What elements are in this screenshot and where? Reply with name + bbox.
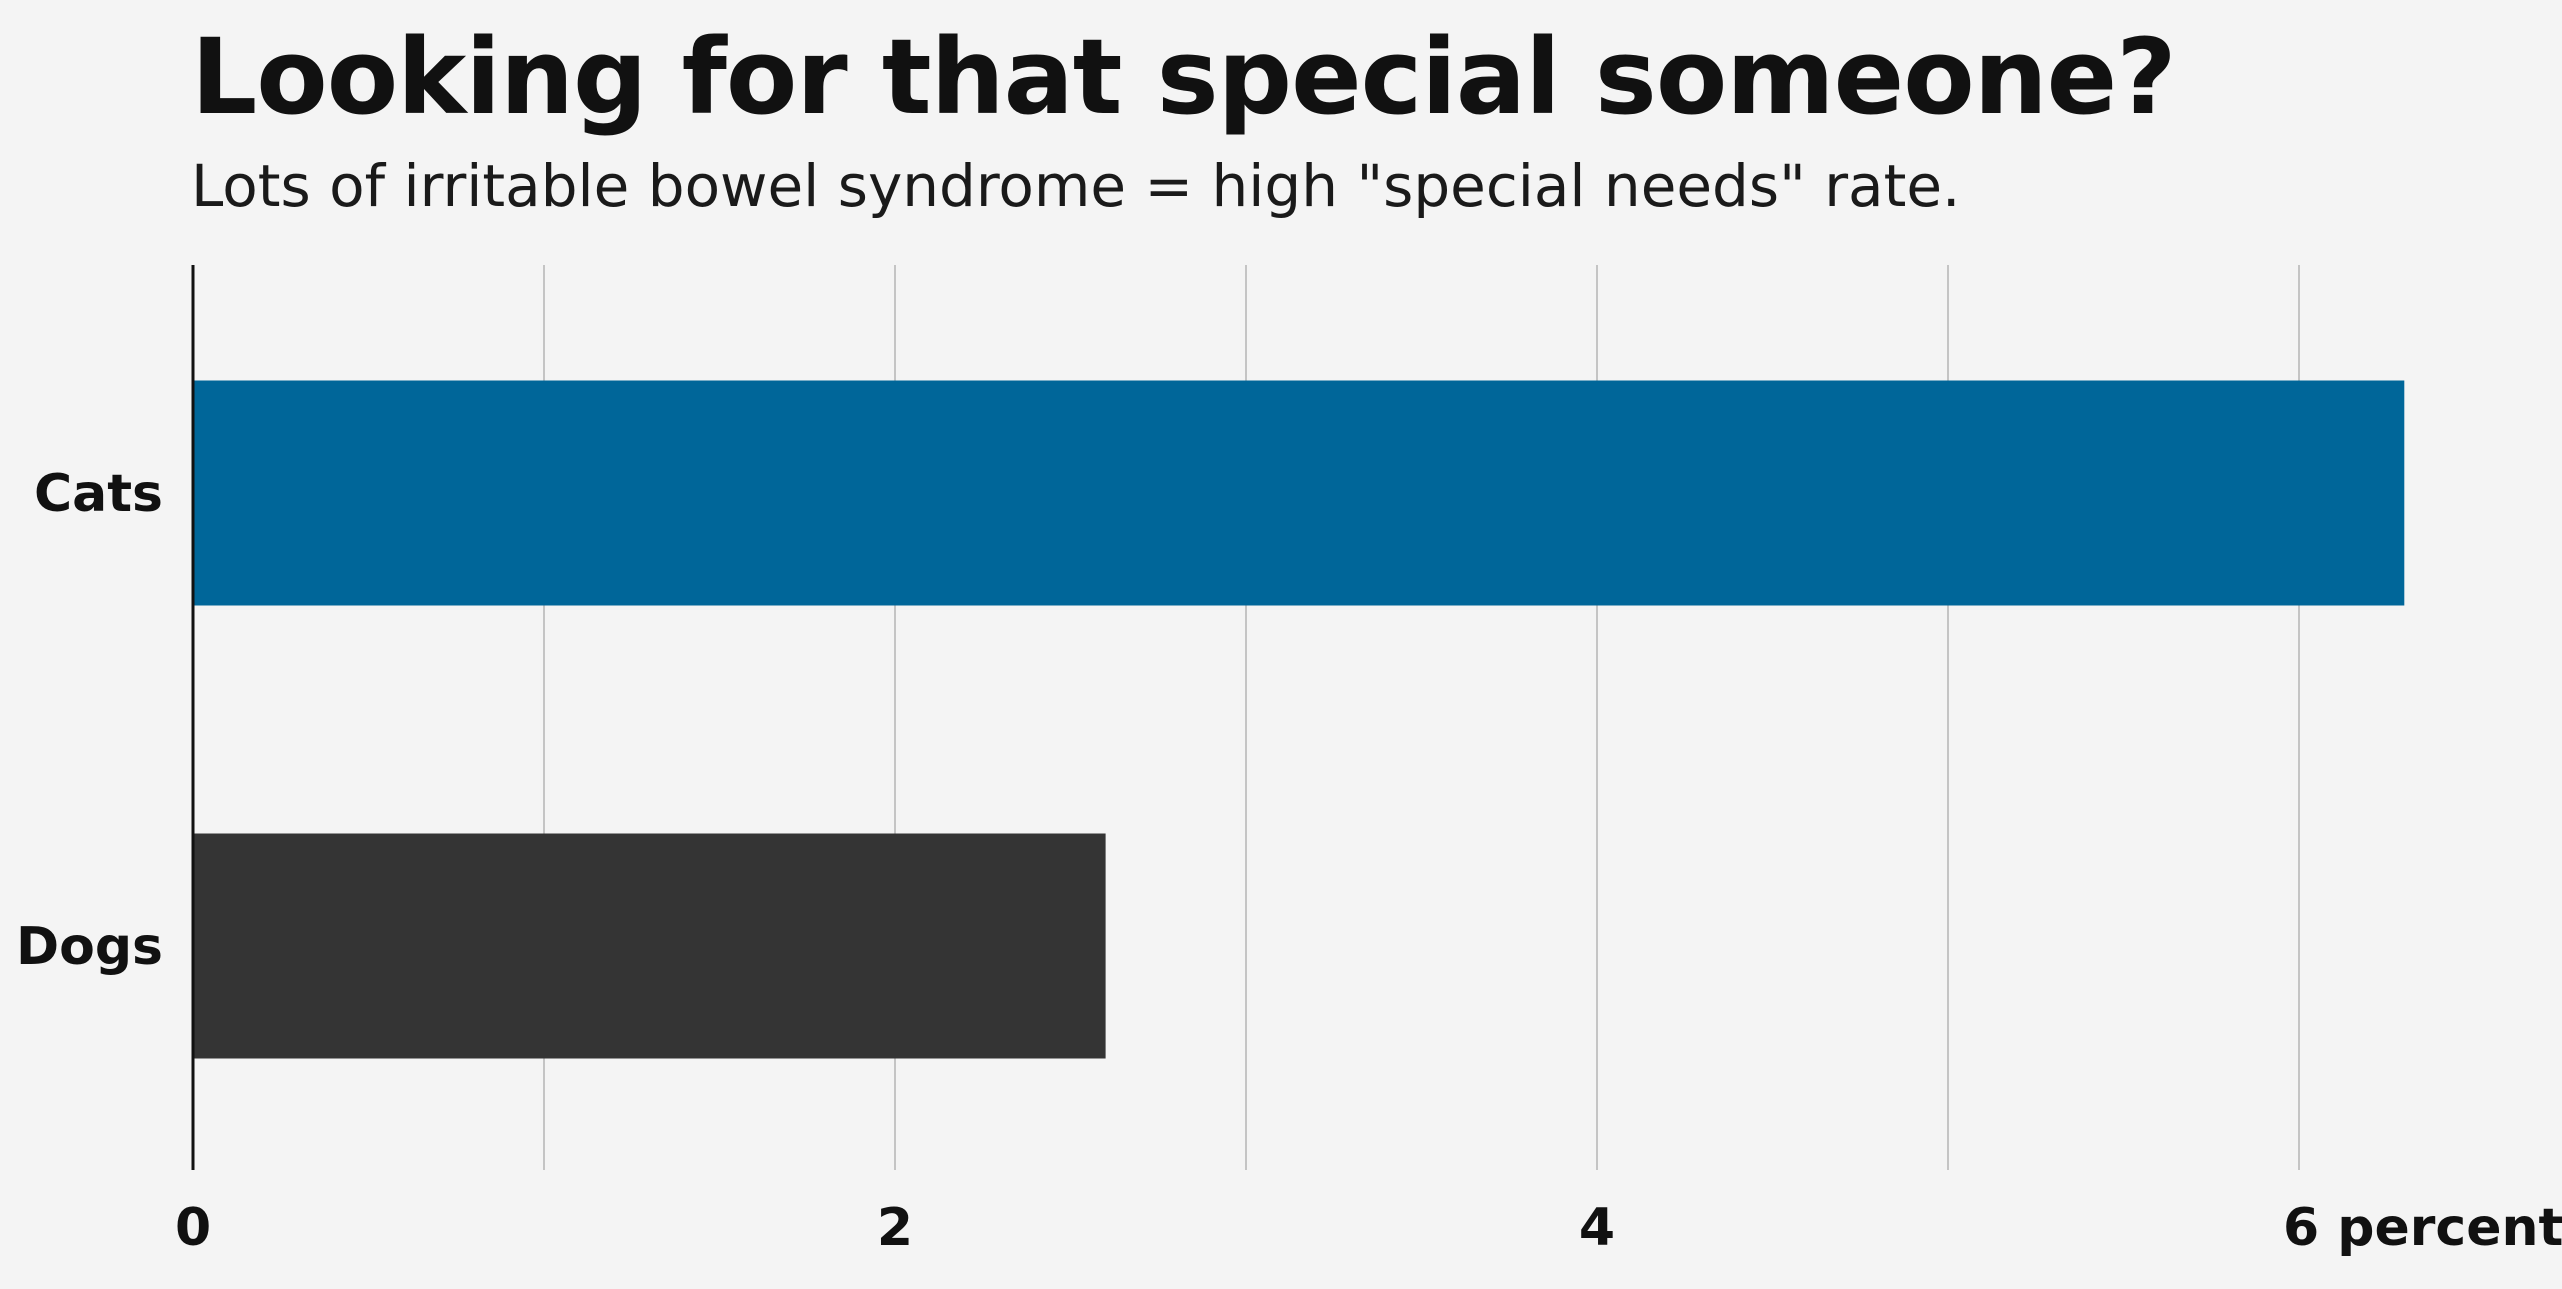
x-tick-labels: 0 2 4 6 percent (175, 1198, 2562, 1258)
chart-title: Looking for that special someone? (191, 16, 2177, 138)
category-label-cats: Cats (34, 464, 163, 524)
bar-cats (193, 380, 2405, 606)
chart-subtitle: Lots of irritable bowel syndrome = high … (191, 152, 1961, 220)
bars (193, 380, 2405, 1059)
x-tick-label: 2 (877, 1198, 913, 1258)
category-labels: Cats Dogs (16, 464, 163, 977)
category-label-dogs: Dogs (16, 917, 163, 977)
x-tick-label: 6 percent (2283, 1198, 2562, 1258)
bar-dogs (193, 833, 1106, 1059)
x-tick-label: 4 (1579, 1198, 1615, 1258)
x-tick-label: 0 (175, 1198, 211, 1258)
